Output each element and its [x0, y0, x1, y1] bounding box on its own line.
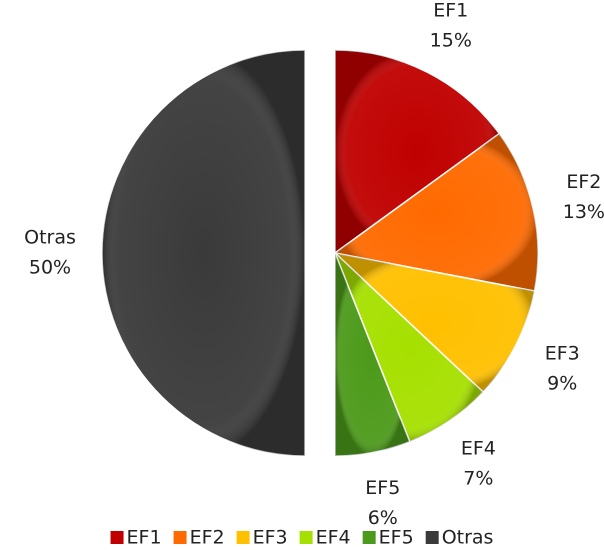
slice-category-label: EF5: [365, 477, 400, 499]
legend-label: EF1: [127, 527, 162, 549]
legend-label: Otras: [442, 527, 494, 549]
legend-swatch: [110, 531, 124, 544]
legend-label: EF4: [316, 527, 351, 549]
legend-swatch: [173, 531, 187, 544]
legend-swatch: [236, 531, 250, 544]
legend-swatch: [362, 531, 376, 544]
slice-value-label: 9%: [547, 372, 577, 394]
legend-label: EF2: [190, 527, 225, 549]
slice-value-label: 13%: [563, 201, 604, 223]
pie-slice: [101, 49, 306, 457]
slice-category-label: EF4: [461, 437, 496, 459]
slice-value-label: 6%: [368, 507, 398, 529]
slice-category-label: EF2: [566, 171, 601, 193]
slice-value-label: 7%: [463, 467, 493, 489]
slice-category-label: Otras: [24, 227, 76, 249]
slice-value-label: 15%: [430, 29, 472, 51]
slice-category-label: EF3: [545, 342, 580, 364]
legend-label: EF5: [379, 527, 414, 549]
slice-value-label: 50%: [29, 257, 71, 279]
legend-swatch: [425, 531, 439, 544]
legend-label: EF3: [253, 527, 288, 549]
slice-category-label: EF1: [433, 0, 468, 21]
legend-swatch: [299, 531, 313, 544]
